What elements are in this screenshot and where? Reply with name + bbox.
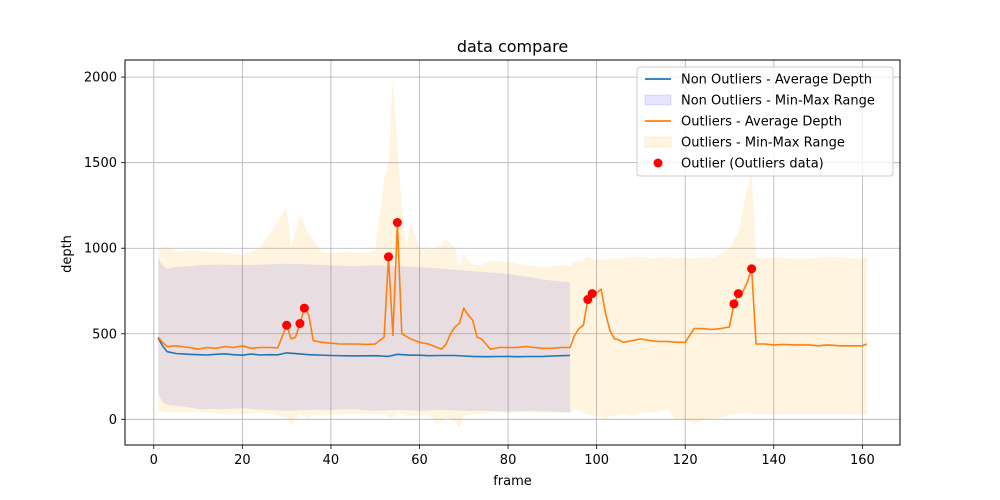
x-tick-label: 40 [323,453,340,468]
outlier-point [733,289,743,299]
series-line-2 [157,221,868,351]
y-axis-label: depth [60,235,75,273]
legend-swatch-band [644,94,672,106]
x-tick-label: 80 [500,453,517,468]
legend: Non Outliers - Average Depth Non Outliers… [636,66,894,177]
y-tick-label: 1000 [84,242,117,257]
legend-label: Outliers - Average Depth [681,115,842,130]
series-band-3 [158,77,867,428]
x-tick-label: 0 [150,453,158,468]
x-axis-label: frame [493,474,532,489]
x-tick-label: 140 [761,453,786,468]
x-tick-label: 60 [411,453,428,468]
legend-label: Outlier (Outliers data) [681,157,824,172]
legend-swatch-band [644,136,672,148]
outlier-point [295,319,305,329]
point-layer [282,218,757,330]
y-tick-label: 2000 [84,71,117,86]
plot-frame [124,59,901,446]
legend-label: Outliers - Min-Max Range [681,136,845,151]
x-tick-label: 160 [850,453,875,468]
y-tick-label: 0 [109,413,117,428]
x-tick-label: 120 [673,453,698,468]
outlier-point [392,218,402,228]
y-tick-label: 1500 [84,156,117,171]
x-tick-label: 100 [584,453,609,468]
legend-label: Non Outliers - Average Depth [681,73,872,88]
legend-box [636,66,894,177]
line-layer [157,221,868,358]
legend-swatch-marker [653,158,663,168]
chart-title: data compare [457,37,568,56]
outlier-point [729,299,739,309]
outlier-point [299,303,309,313]
outlier-point [282,320,292,330]
x-tick-label: 20 [234,453,251,468]
series-band-1 [158,258,571,413]
y-tick-label: 500 [92,327,117,342]
outlier-point [587,289,597,299]
outlier-point [747,264,757,274]
series-line-0 [157,337,571,358]
legend-label: Non Outliers - Min-Max Range [681,94,875,109]
tick-layer: 0 20 40 60 80 100 120 140 160 0 500 1000 1500 2000 [84,71,875,468]
outlier-point [384,252,393,262]
band-layer [158,77,867,428]
